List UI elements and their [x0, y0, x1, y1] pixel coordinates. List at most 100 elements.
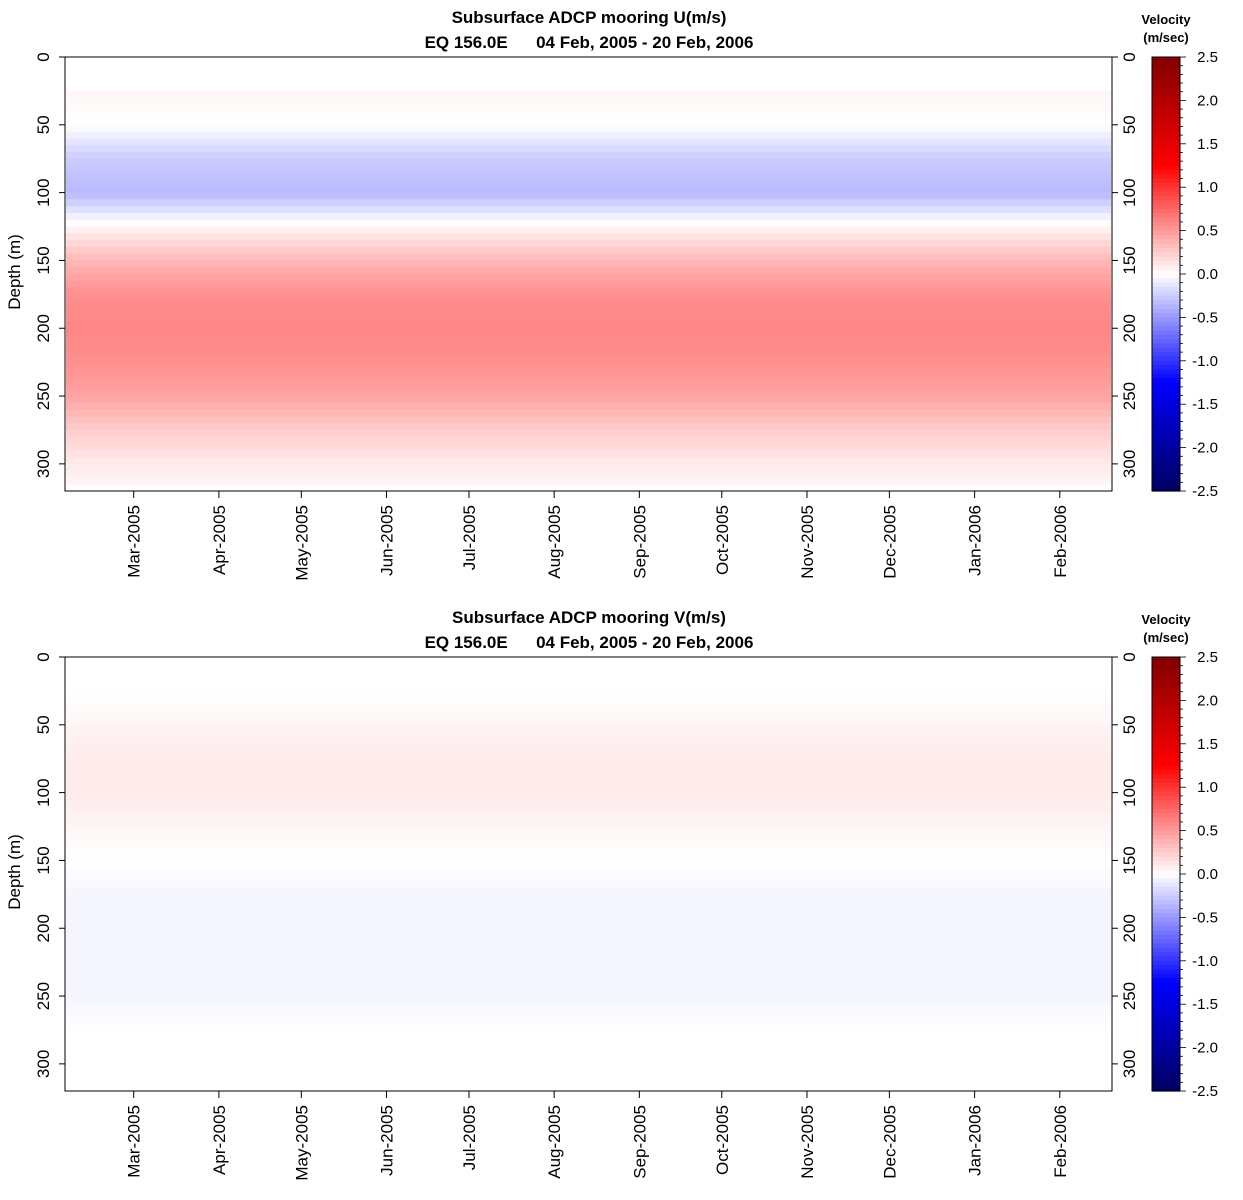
x-tick-label: Aug-2005 [545, 505, 564, 579]
x-tick-label: May-2005 [292, 1105, 311, 1181]
y-axis-label: Depth (m) [5, 834, 24, 910]
y-tick-label: 50 [1120, 715, 1139, 734]
heatmap-cell [66, 819, 1111, 828]
y-tick-label: 0 [34, 52, 53, 61]
heatmap-cell [66, 375, 1111, 383]
colorbar-swatch [1152, 1073, 1180, 1079]
colorbar-swatch [1152, 300, 1180, 305]
heatmap-cell [66, 1077, 1111, 1085]
heatmap-cell [66, 806, 1111, 814]
x-tick-label: Oct-2005 [713, 505, 732, 575]
heatmap-cell [66, 307, 1111, 316]
heatmap-cell [66, 846, 1111, 855]
colorbar-swatch [1152, 417, 1180, 423]
colorbar-swatch [1152, 408, 1180, 414]
colorbar-swatch [1152, 995, 1180, 1001]
colorbar-swatch [1152, 161, 1180, 167]
colorbar-tick-label: 0.0 [1197, 266, 1218, 283]
heatmap-cell [66, 751, 1111, 760]
heatmap-cell [66, 280, 1111, 289]
colorbar-swatch [1152, 313, 1180, 318]
y-tick-label: 250 [1120, 982, 1139, 1010]
colorbar-tick-label: -1.0 [1192, 353, 1218, 370]
x-tick-label: Jun-2005 [378, 505, 397, 576]
colorbar-swatch [1152, 269, 1180, 275]
colorbar-swatch [1152, 1051, 1180, 1057]
colorbar-swatch [1152, 752, 1180, 758]
y-tick-label: 100 [34, 178, 53, 206]
heatmap-cell [66, 158, 1111, 166]
colorbar-swatch [1152, 978, 1180, 984]
heatmap-cell [66, 185, 1111, 194]
colorbar-swatch [1152, 126, 1180, 132]
colorbar-swatch [1152, 391, 1180, 397]
y-tick-label: 250 [1120, 382, 1139, 410]
x-tick-label: Oct-2005 [713, 1105, 732, 1175]
colorbar-swatch [1152, 986, 1180, 992]
heatmap-cell [66, 274, 1111, 282]
colorbar-swatch [1152, 973, 1180, 979]
colorbar-swatch [1152, 326, 1180, 332]
heatmap-cell [66, 267, 1111, 275]
colorbar-swatch [1152, 808, 1180, 814]
heatmap-cell [66, 389, 1111, 397]
colorbar-swatch [1152, 260, 1180, 266]
y-tick-label: 0 [34, 652, 53, 661]
colorbar-swatch [1152, 683, 1180, 688]
y-tick-label: 150 [34, 846, 53, 874]
colorbar-tick-label: -1.5 [1192, 996, 1218, 1013]
colorbar: 2.5 2.0 1.5 1.0 0.5 0.0 -0.5 -1.0 -1.5 -2.0 -2.5 [1151, 49, 1218, 500]
colorbar-swatch [1152, 395, 1180, 401]
colorbar-swatch [1152, 291, 1180, 297]
colorbar-swatch [1152, 430, 1180, 436]
colorbar-swatch [1152, 191, 1180, 197]
heatmap-cell [66, 799, 1111, 807]
heatmap-cell [66, 226, 1111, 234]
colorbar-swatch [1152, 769, 1180, 775]
colorbar-swatch [1152, 778, 1180, 784]
colorbar-swatch [1152, 96, 1180, 101]
heatmap-cell [66, 785, 1111, 794]
colorbar-swatch [1152, 317, 1180, 323]
heatmap-cell [66, 179, 1111, 187]
colorbar-swatch [1152, 1082, 1180, 1088]
y-tick-label: 200 [1120, 314, 1139, 342]
colorbar-swatch [1152, 826, 1180, 832]
heatmap-cell [66, 697, 1111, 705]
heatmap-plot-area [64, 656, 1113, 1092]
colorbar-swatch [1152, 156, 1180, 162]
heatmap-cell [66, 962, 1111, 970]
colorbar-swatch [1152, 743, 1180, 749]
colorbar-swatch [1152, 1004, 1180, 1010]
colorbar-swatch [1152, 486, 1180, 492]
colorbar-swatch [1152, 421, 1180, 427]
colorbar-swatch [1152, 451, 1180, 457]
colorbar-swatch [1152, 795, 1180, 801]
colorbar-swatch [1152, 904, 1180, 910]
colorbar-swatch [1152, 882, 1180, 888]
colorbar-swatch [1152, 178, 1180, 184]
colorbar-tick-label: -0.5 [1192, 309, 1218, 326]
colorbar-swatch [1152, 965, 1180, 971]
heatmap-cell [66, 138, 1111, 146]
heatmap-cell [66, 233, 1111, 241]
heatmap-cell [66, 874, 1111, 882]
colorbar-swatch [1152, 304, 1180, 310]
y-tick-label: 200 [1120, 914, 1139, 942]
heatmap-cell [66, 833, 1111, 841]
colorbar-tick-label: 0.0 [1197, 866, 1218, 883]
colorbar-swatch [1152, 1077, 1180, 1083]
heatmap-cell [66, 853, 1111, 861]
colorbar-swatch [1152, 834, 1180, 840]
heatmap-cell [66, 118, 1111, 126]
x-tick-label: Dec-2005 [880, 505, 899, 579]
x-tick-label: Feb-2006 [1051, 505, 1070, 578]
y-tick-label: 100 [34, 778, 53, 806]
heatmap-cell [66, 219, 1111, 228]
colorbar-swatch [1152, 926, 1180, 932]
colorbar-tick-label: 2.5 [1197, 649, 1218, 666]
heatmap-cell [66, 151, 1111, 160]
colorbar-swatch [1152, 791, 1180, 797]
colorbar-swatch [1152, 165, 1180, 171]
